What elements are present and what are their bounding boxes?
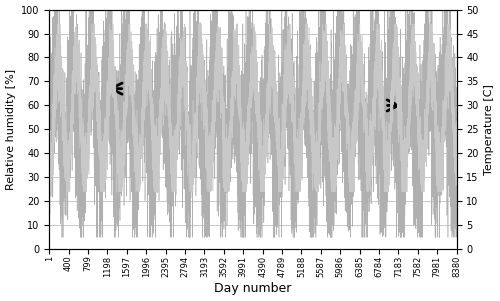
X-axis label: Day number: Day number — [214, 282, 292, 296]
Y-axis label: Temperature [C]: Temperature [C] — [484, 84, 494, 175]
Y-axis label: Relative humidity [%]: Relative humidity [%] — [6, 69, 16, 190]
